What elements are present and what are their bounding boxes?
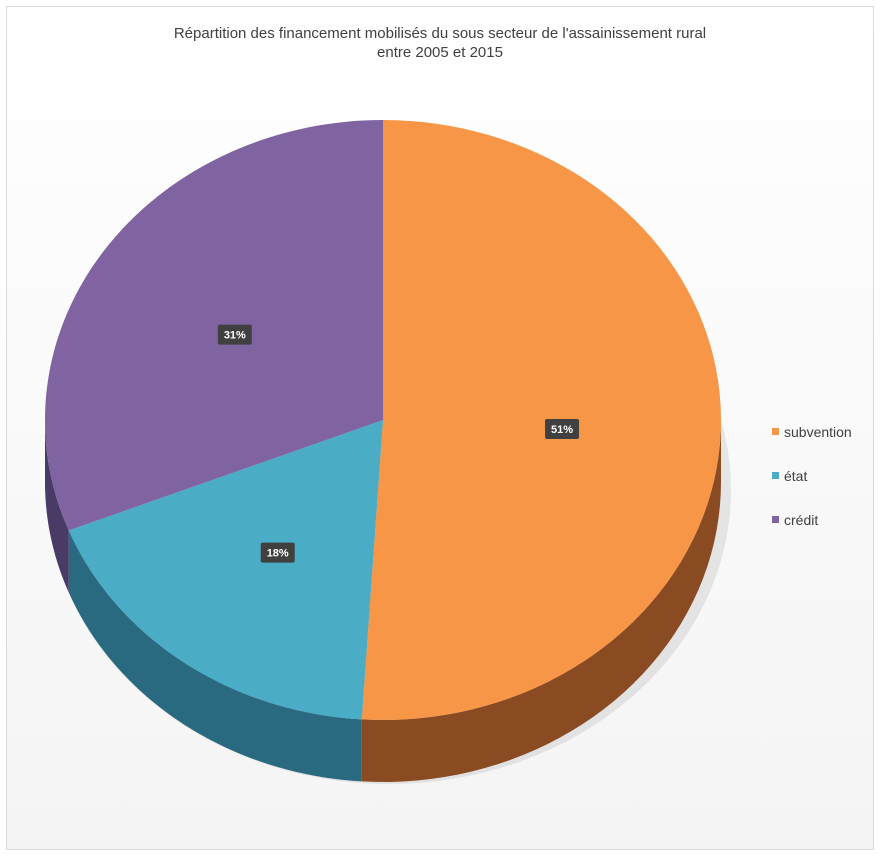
chart-title: Répartition des financement mobilisés du… xyxy=(60,24,820,62)
legend-label: état xyxy=(784,468,807,484)
legend-label: subvention xyxy=(784,424,852,440)
legend-item-subvention: subvention xyxy=(772,424,852,440)
data-label-text: 31% xyxy=(224,330,246,342)
legend-swatch xyxy=(772,516,779,523)
data-label-crédit: 31% xyxy=(217,324,252,345)
data-label-text: 18% xyxy=(267,548,289,560)
legend-item-crédit: crédit xyxy=(772,512,818,528)
chart-title-line1: Répartition des financement mobilisés du… xyxy=(173,25,707,42)
pie-side-état xyxy=(68,530,362,782)
pie-slice-état xyxy=(68,420,384,720)
legend-item-état: état xyxy=(772,468,807,484)
legend-swatch xyxy=(772,428,779,435)
legend-swatch xyxy=(772,472,779,479)
pie-side-crédit xyxy=(45,420,69,593)
pie-side-subvention xyxy=(361,420,721,782)
data-label-subvention: 51% xyxy=(545,418,580,439)
chart-subtitle: entre 2005 et 2015 xyxy=(377,44,503,61)
legend-label: crédit xyxy=(784,512,818,528)
pie-slice-crédit xyxy=(45,120,383,531)
data-label-text: 51% xyxy=(551,424,573,436)
data-label-état: 18% xyxy=(260,542,295,563)
pie-slice-subvention xyxy=(361,120,721,720)
